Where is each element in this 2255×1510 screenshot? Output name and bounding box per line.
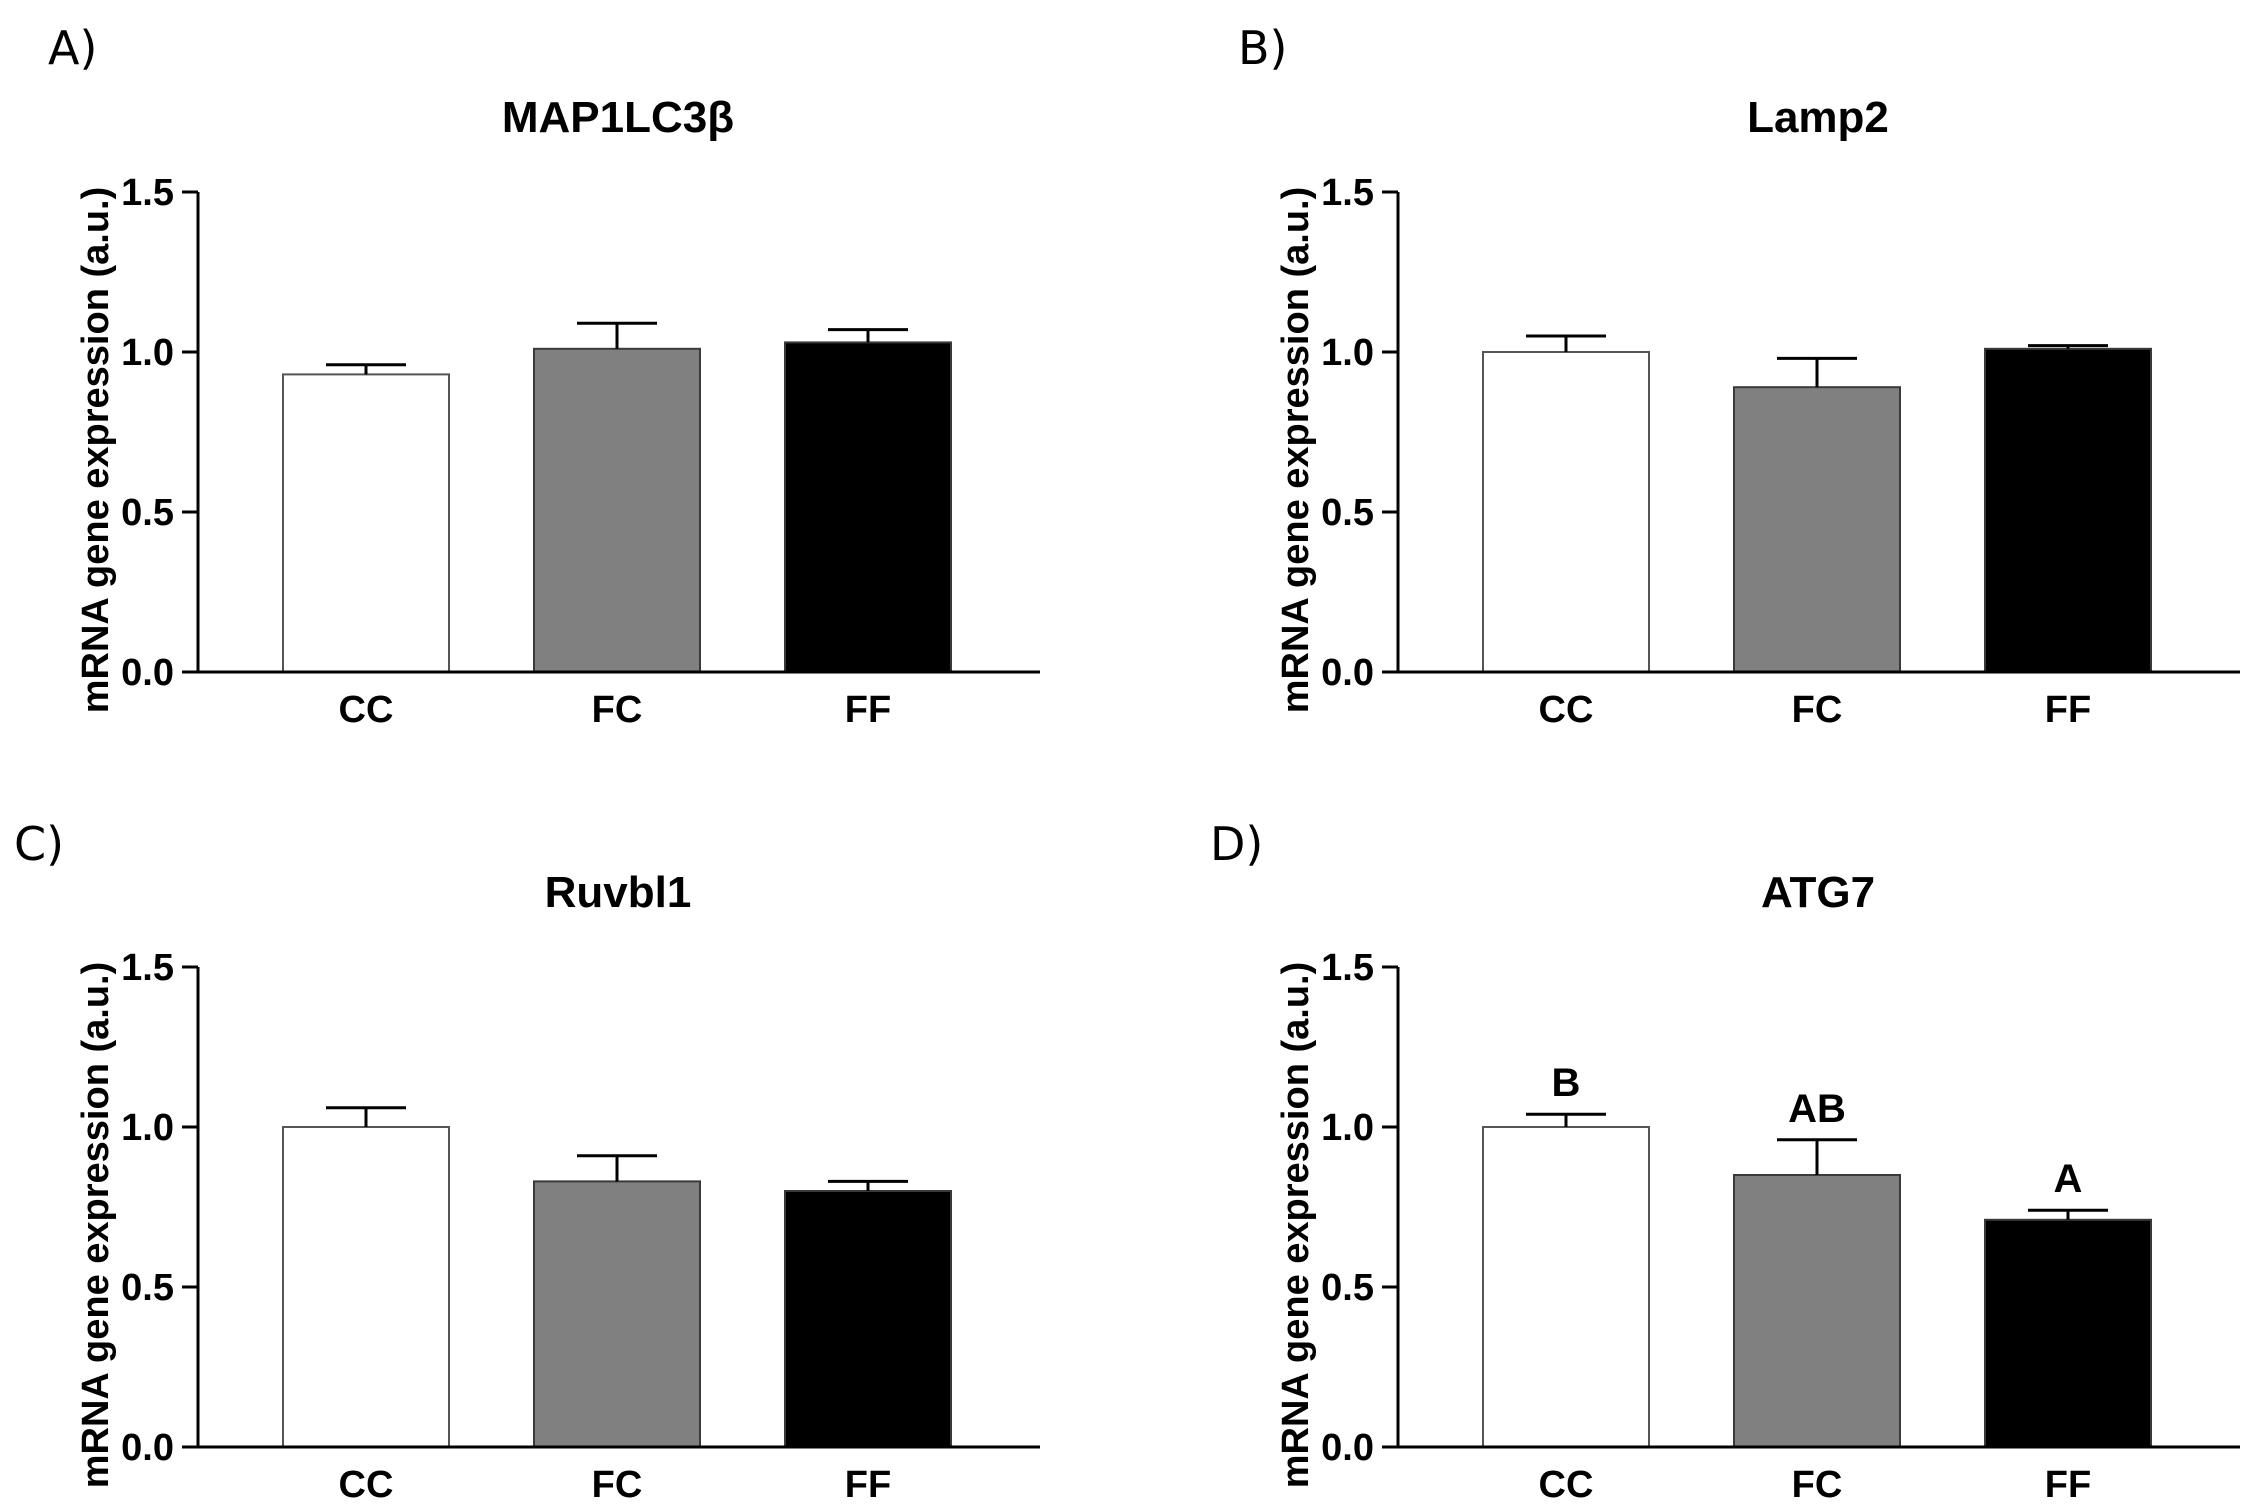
x-tick-label: FC [1792, 689, 1843, 731]
x-tick-label: FC [592, 1464, 643, 1506]
y-tick-label: 0.5 [1321, 1267, 1374, 1309]
y-axis-label: mRNA gene expression (a.u.) [75, 187, 117, 714]
bar-fc [533, 1180, 701, 1448]
y-axis-label: mRNA gene expression (a.u.) [1275, 187, 1317, 714]
y-axis-label: mRNA gene expression (a.u.) [1275, 962, 1317, 1489]
y-tick-label: 1.5 [121, 947, 174, 989]
significance-label: A [2054, 1157, 2083, 1201]
x-tick-label: FF [2045, 689, 2091, 731]
y-tick-label: 1.0 [1321, 332, 1374, 374]
bar-fc [1733, 1174, 1901, 1448]
bar-fc [1733, 386, 1901, 673]
chart-title: Lamp2 [1747, 93, 1889, 142]
y-tick-label: 0.5 [121, 1267, 174, 1309]
y-tick-label: 0.5 [121, 492, 174, 534]
bar-ff [1984, 1218, 2152, 1448]
x-tick-label: FF [845, 1464, 891, 1506]
bar-cc [282, 373, 450, 673]
y-tick-label: 1.0 [121, 332, 174, 374]
bar-fc [533, 347, 701, 673]
x-tick-label: FF [845, 689, 891, 731]
y-tick-label: 0.5 [1321, 492, 1374, 534]
chart-panel-c: Ruvbl1 mRNA gene expression (a.u.) CC FC FF 0… [75, 868, 1040, 1506]
x-tick-label: CC [1539, 689, 1594, 731]
chart-panel-a: MAP1LC3β mRNA gene expression (a.u.) CC FC F… [75, 93, 1040, 731]
chart-panel-b: Lamp2 mRNA gene expression (a.u.) CC FC FF 0.… [1275, 93, 2240, 731]
significance-label: AB [1788, 1087, 1846, 1131]
y-axis-label: mRNA gene expression (a.u.) [75, 962, 117, 1489]
y-tick-label: 0.0 [1321, 652, 1374, 694]
x-tick-label: FF [2045, 1464, 2091, 1506]
y-tick-label: 0.0 [121, 1427, 174, 1469]
panel-label: C) [14, 817, 64, 871]
y-tick-label: 1.5 [121, 172, 174, 214]
panel-label: A) [48, 21, 97, 75]
y-tick-label: 1.0 [121, 1107, 174, 1149]
y-tick-label: 0.0 [121, 652, 174, 694]
bar-cc [282, 1126, 450, 1448]
significance-label: B [1552, 1061, 1581, 1105]
x-tick-label: CC [339, 689, 394, 731]
chart-title: Ruvbl1 [545, 868, 692, 917]
bar-ff [784, 341, 952, 673]
x-tick-label: CC [339, 1464, 394, 1506]
y-tick-label: 0.0 [1321, 1427, 1374, 1469]
y-tick-label: 1.0 [1321, 1107, 1374, 1149]
chart-title: ATG7 [1761, 868, 1875, 917]
x-tick-label: CC [1539, 1464, 1594, 1506]
bar-ff [784, 1190, 952, 1448]
panel-label: D) [1210, 817, 1263, 871]
bar-cc [1482, 1126, 1650, 1448]
panel-label: B) [1238, 21, 1288, 75]
x-tick-label: FC [1792, 1464, 1843, 1506]
bar-cc [1482, 351, 1650, 673]
y-tick-label: 1.5 [1321, 947, 1374, 989]
bar-ff [1984, 347, 2152, 673]
chart-title: MAP1LC3β [502, 93, 734, 142]
x-tick-label: FC [592, 689, 643, 731]
chart-panel-d: ATG7 mRNA gene expression (a.u.) B CC AB FC A F… [1275, 868, 2240, 1506]
y-tick-label: 1.5 [1321, 172, 1374, 214]
